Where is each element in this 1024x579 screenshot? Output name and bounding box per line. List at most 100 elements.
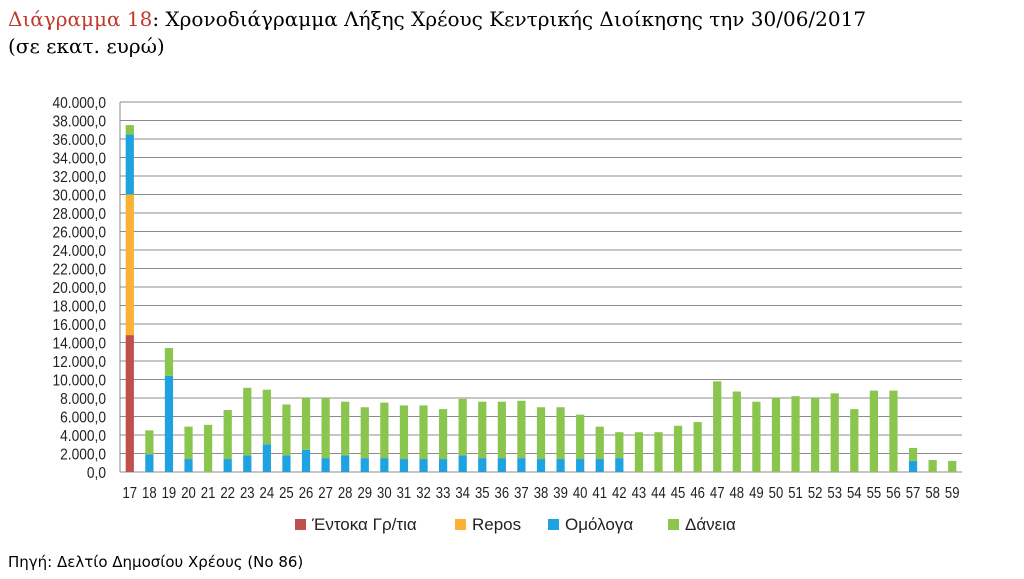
y-tick-label: 12.000,0 (52, 353, 106, 371)
bar-segment (341, 401, 350, 456)
y-tick-label: 18.000,0 (52, 298, 106, 316)
x-tick-label: 27 (318, 485, 333, 502)
y-tick-label: 22.000,0 (52, 261, 106, 279)
legend-swatch (548, 519, 559, 530)
legend: Έντοκα Γρ/τια Repos Ομόλογα Δάνεια (295, 515, 736, 534)
x-tick-label: 19 (162, 485, 177, 502)
bar-segment (380, 458, 389, 472)
x-tick-label: 31 (397, 485, 412, 502)
bar-segment (399, 459, 409, 472)
bar-segment (125, 125, 134, 135)
x-tick-label: 28 (338, 485, 353, 502)
bar-segment (145, 454, 154, 472)
bar-segment (419, 459, 428, 472)
bar-segment (517, 458, 526, 472)
bar-segment (478, 401, 487, 459)
bar-segment (595, 459, 604, 472)
bar-segment (536, 459, 546, 472)
y-tick-label: 28.000,0 (52, 205, 106, 223)
bar-segment (713, 381, 722, 472)
bar-segment (321, 398, 330, 459)
bar-segment (164, 375, 174, 472)
bar-segment (301, 449, 311, 472)
bar-segment (360, 407, 369, 459)
y-tick-label: 38.000,0 (52, 113, 106, 131)
y-tick-label: 16.000,0 (52, 316, 106, 334)
bar-segment (908, 460, 918, 472)
bar-segment (556, 407, 565, 460)
bar-segment (438, 409, 448, 460)
bar-segment (125, 134, 134, 195)
x-tick-label: 26 (299, 485, 314, 502)
x-tick-label: 35 (475, 485, 490, 502)
x-tick-label: 42 (612, 485, 627, 502)
bar-segment (419, 405, 428, 460)
bar-segment (458, 455, 467, 472)
x-tick-label: 45 (671, 485, 686, 502)
caption-subtitle: (σε εκατ. ευρώ) (8, 34, 165, 58)
x-tick-label: 20 (181, 485, 196, 502)
bar-segment (576, 414, 585, 460)
y-tick-label: 32.000,0 (52, 168, 106, 186)
bar-segment (204, 424, 213, 472)
x-tick-label: 56 (886, 485, 901, 502)
source-note: Πηγή: Δελτίο Δημοσίου Χρέους (Νο 86) (8, 553, 304, 571)
bar-segment (908, 447, 918, 461)
bar-segment (321, 458, 330, 472)
bar-segment (243, 387, 252, 456)
bar-segment (184, 459, 193, 472)
x-tick-label: 51 (788, 485, 803, 502)
bar-segment (399, 405, 409, 460)
x-tick-label: 21 (201, 485, 216, 502)
legend-label: Repos (472, 515, 521, 534)
y-axis-labels: 0,02.000,04.000,06.000,08.000,010.000,01… (52, 94, 106, 482)
maturity-chart: 0,02.000,04.000,06.000,08.000,010.000,01… (52, 94, 962, 534)
x-tick-label: 59 (945, 485, 960, 502)
bar-segment (928, 459, 937, 472)
x-tick-label: 57 (906, 485, 921, 502)
bars (125, 125, 957, 472)
x-tick-label: 54 (847, 485, 862, 502)
bar-segment (576, 459, 585, 472)
bar-segment (223, 410, 232, 460)
y-tick-label: 36.000,0 (52, 131, 106, 149)
bar-segment (458, 398, 467, 456)
bar-segment (869, 390, 878, 472)
y-tick-label: 24.000,0 (52, 242, 106, 260)
bar-segment (732, 391, 741, 472)
grid-lines (119, 101, 962, 473)
bar-segment (889, 390, 898, 472)
y-tick-label: 20.000,0 (52, 279, 106, 297)
x-tick-label: 24 (260, 485, 275, 502)
x-tick-label: 40 (573, 485, 588, 502)
bar-segment (830, 393, 839, 472)
x-tick-label: 46 (690, 485, 705, 502)
legend-item: Repos (455, 515, 521, 534)
bar-segment (125, 335, 134, 472)
bar-segment (536, 407, 546, 460)
bar-segment (478, 458, 487, 472)
x-tick-label: 36 (495, 485, 510, 502)
bar-segment (693, 422, 702, 472)
legend-label: Έντοκα Γρ/τια (311, 515, 417, 534)
bar-segment (517, 400, 526, 459)
y-tick-label: 26.000,0 (52, 224, 106, 242)
x-tick-label: 37 (514, 485, 529, 502)
x-tick-label: 29 (357, 485, 372, 502)
x-tick-label: 49 (749, 485, 764, 502)
x-tick-label: 43 (632, 485, 647, 502)
y-tick-label: 0,0 (87, 464, 106, 482)
caption-title: : Χρονοδιάγραμμα Λήξης Χρέους Κεντρικής … (152, 7, 867, 31)
y-tick-label: 14.000,0 (52, 335, 106, 353)
x-tick-label: 32 (416, 485, 431, 502)
x-tick-label: 48 (730, 485, 745, 502)
x-tick-label: 50 (769, 485, 784, 502)
bar-segment (791, 396, 800, 472)
bar-segment (497, 401, 506, 459)
bar-segment (341, 455, 350, 472)
bar-segment (164, 348, 174, 376)
bar-segment (850, 409, 859, 472)
bar-segment (811, 398, 820, 472)
bar-segment (654, 432, 663, 472)
bar-segment (615, 458, 624, 472)
